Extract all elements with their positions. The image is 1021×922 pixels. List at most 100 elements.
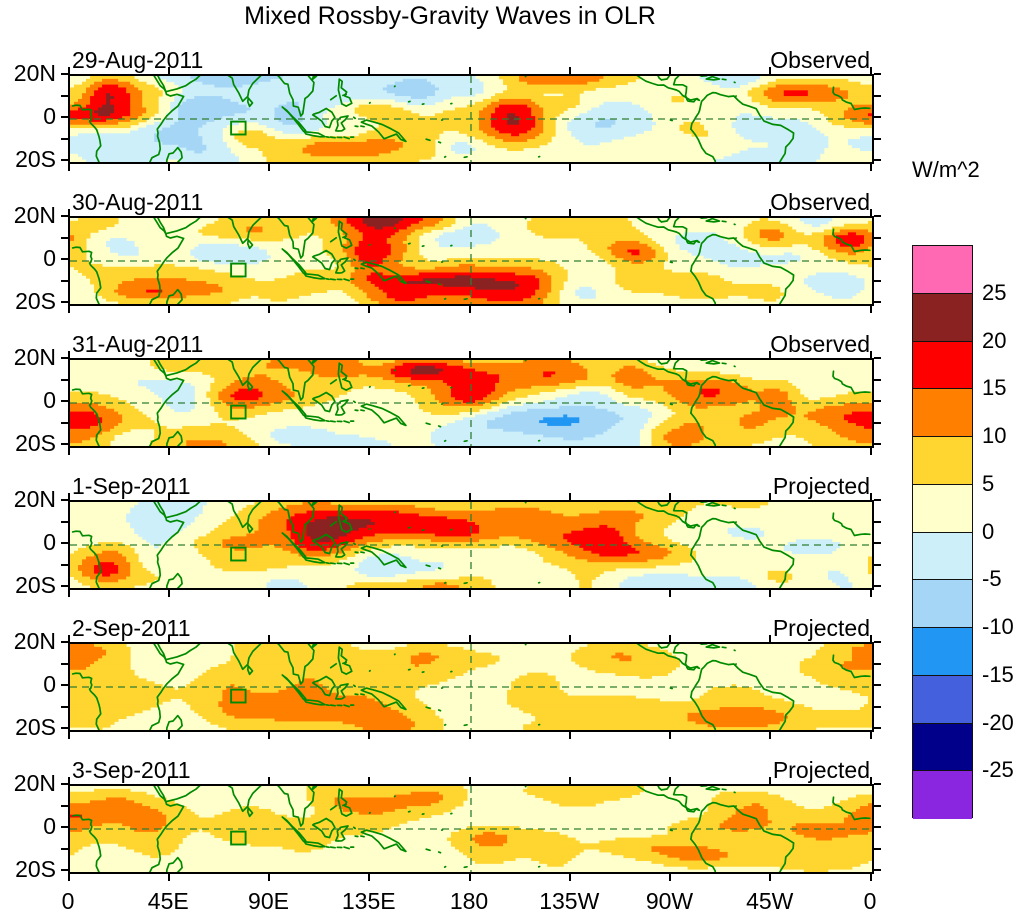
map-panel: [68, 74, 874, 164]
x-tick-bottom: [869, 732, 872, 739]
x-tick-top: [368, 493, 371, 500]
y-tick-right: [874, 301, 881, 303]
x-tick-top: [769, 67, 772, 74]
panel-status-label: Projected: [772, 473, 870, 499]
x-tick-top: [468, 351, 471, 358]
y-tick: [61, 421, 68, 424]
x-tick-bottom: [268, 448, 270, 455]
x-tick-bottom: [368, 164, 371, 171]
y-axis-label: 20N: [13, 60, 56, 86]
x-tick-top: [167, 209, 170, 216]
colorbar-tick-label: 0: [982, 518, 995, 544]
x-tick-bottom: [167, 306, 170, 313]
x-tick-top: [67, 351, 70, 358]
y-tick: [61, 684, 68, 686]
map-panel: [68, 216, 874, 306]
x-tick-top: [368, 635, 371, 642]
panel-status-label: Observed: [770, 189, 870, 215]
y-tick: [61, 847, 68, 850]
colorbar-band: [913, 246, 972, 294]
indian-ocean-box-marker: [230, 688, 247, 704]
y-tick: [61, 301, 68, 303]
y-tick-right: [874, 783, 881, 785]
olr-anomaly-shading: [70, 76, 872, 162]
x-axis-label: 45W: [746, 888, 794, 914]
x-tick-bottom: [669, 448, 671, 455]
colorbar-band: [913, 389, 972, 437]
x-tick-top: [268, 635, 270, 642]
panel-header: 1-Sep-2011 Projected: [68, 473, 870, 499]
y-tick: [61, 542, 68, 544]
x-tick-top: [468, 777, 471, 784]
y-tick-right: [874, 727, 881, 729]
x-tick-bottom: [368, 732, 371, 739]
colorbar-band: [913, 437, 972, 485]
x-tick-top: [167, 67, 170, 74]
x-tick-top: [368, 67, 371, 74]
y-tick-right: [874, 279, 881, 282]
colorbar-band: [913, 484, 972, 533]
indian-ocean-box-marker: [230, 830, 247, 846]
y-tick: [61, 641, 68, 643]
x-tick-bottom: [67, 590, 70, 597]
x-tick-top: [869, 493, 872, 500]
x-tick-bottom: [368, 874, 371, 881]
x-tick-bottom: [669, 874, 671, 881]
x-tick-bottom: [568, 874, 571, 881]
x-tick-bottom: [468, 164, 471, 171]
x-tick-top: [669, 777, 671, 784]
x-tick-bottom: [67, 306, 70, 313]
x-tick-top: [568, 67, 571, 74]
y-tick: [61, 236, 68, 239]
x-tick-bottom: [268, 874, 270, 881]
x-axis-label: 135E: [341, 888, 396, 914]
x-tick-top: [869, 67, 872, 74]
x-tick-bottom: [869, 164, 872, 171]
panel-header: 30-Aug-2011 Observed: [68, 189, 870, 215]
y-tick-right: [874, 520, 881, 523]
y-tick-right: [874, 159, 881, 161]
map-canvas: [70, 502, 872, 588]
x-tick-bottom: [167, 874, 170, 881]
x-tick-top: [869, 351, 872, 358]
y-tick-right: [874, 542, 881, 544]
x-tick-bottom: [268, 164, 270, 171]
y-axis-label: 0: [43, 245, 56, 271]
x-tick-top: [869, 777, 872, 784]
y-tick: [61, 705, 68, 708]
coastlines: [71, 218, 871, 304]
x-tick-bottom: [268, 732, 270, 739]
x-tick-bottom: [568, 306, 571, 313]
y-tick-right: [874, 804, 881, 807]
map-canvas: [70, 786, 872, 872]
y-axis-label: 20S: [15, 714, 56, 740]
panel-status-label: Projected: [772, 757, 870, 783]
y-tick-right: [874, 400, 881, 402]
colorbar-tick-label: -5: [982, 566, 1002, 592]
x-tick-top: [568, 635, 571, 642]
x-tick-top: [669, 493, 671, 500]
map-canvas: [70, 360, 872, 446]
map-panel: [68, 500, 874, 590]
colorbar-band: [913, 675, 972, 724]
panel-date-label: 31-Aug-2011: [72, 331, 204, 357]
x-tick-top: [568, 777, 571, 784]
x-tick-top: [268, 493, 270, 500]
x-tick-bottom: [769, 874, 772, 881]
indian-ocean-box-marker: [230, 262, 247, 278]
x-tick-bottom: [769, 448, 772, 455]
y-tick: [61, 826, 68, 828]
y-axis-label: 20N: [13, 202, 56, 228]
y-tick-right: [874, 684, 881, 686]
x-axis-label: 0: [863, 888, 877, 914]
y-tick-right: [874, 357, 881, 359]
colorbar-band: [913, 723, 972, 772]
panel-date-label: 29-Aug-2011: [72, 47, 204, 73]
x-tick-bottom: [869, 448, 872, 455]
panel-header: 31-Aug-2011 Observed: [68, 331, 870, 357]
y-axis-label: 0: [43, 387, 56, 413]
y-tick-right: [874, 641, 881, 643]
colorbar-tick-label: 15: [982, 375, 1007, 401]
y-axis-label: 20N: [13, 486, 56, 512]
